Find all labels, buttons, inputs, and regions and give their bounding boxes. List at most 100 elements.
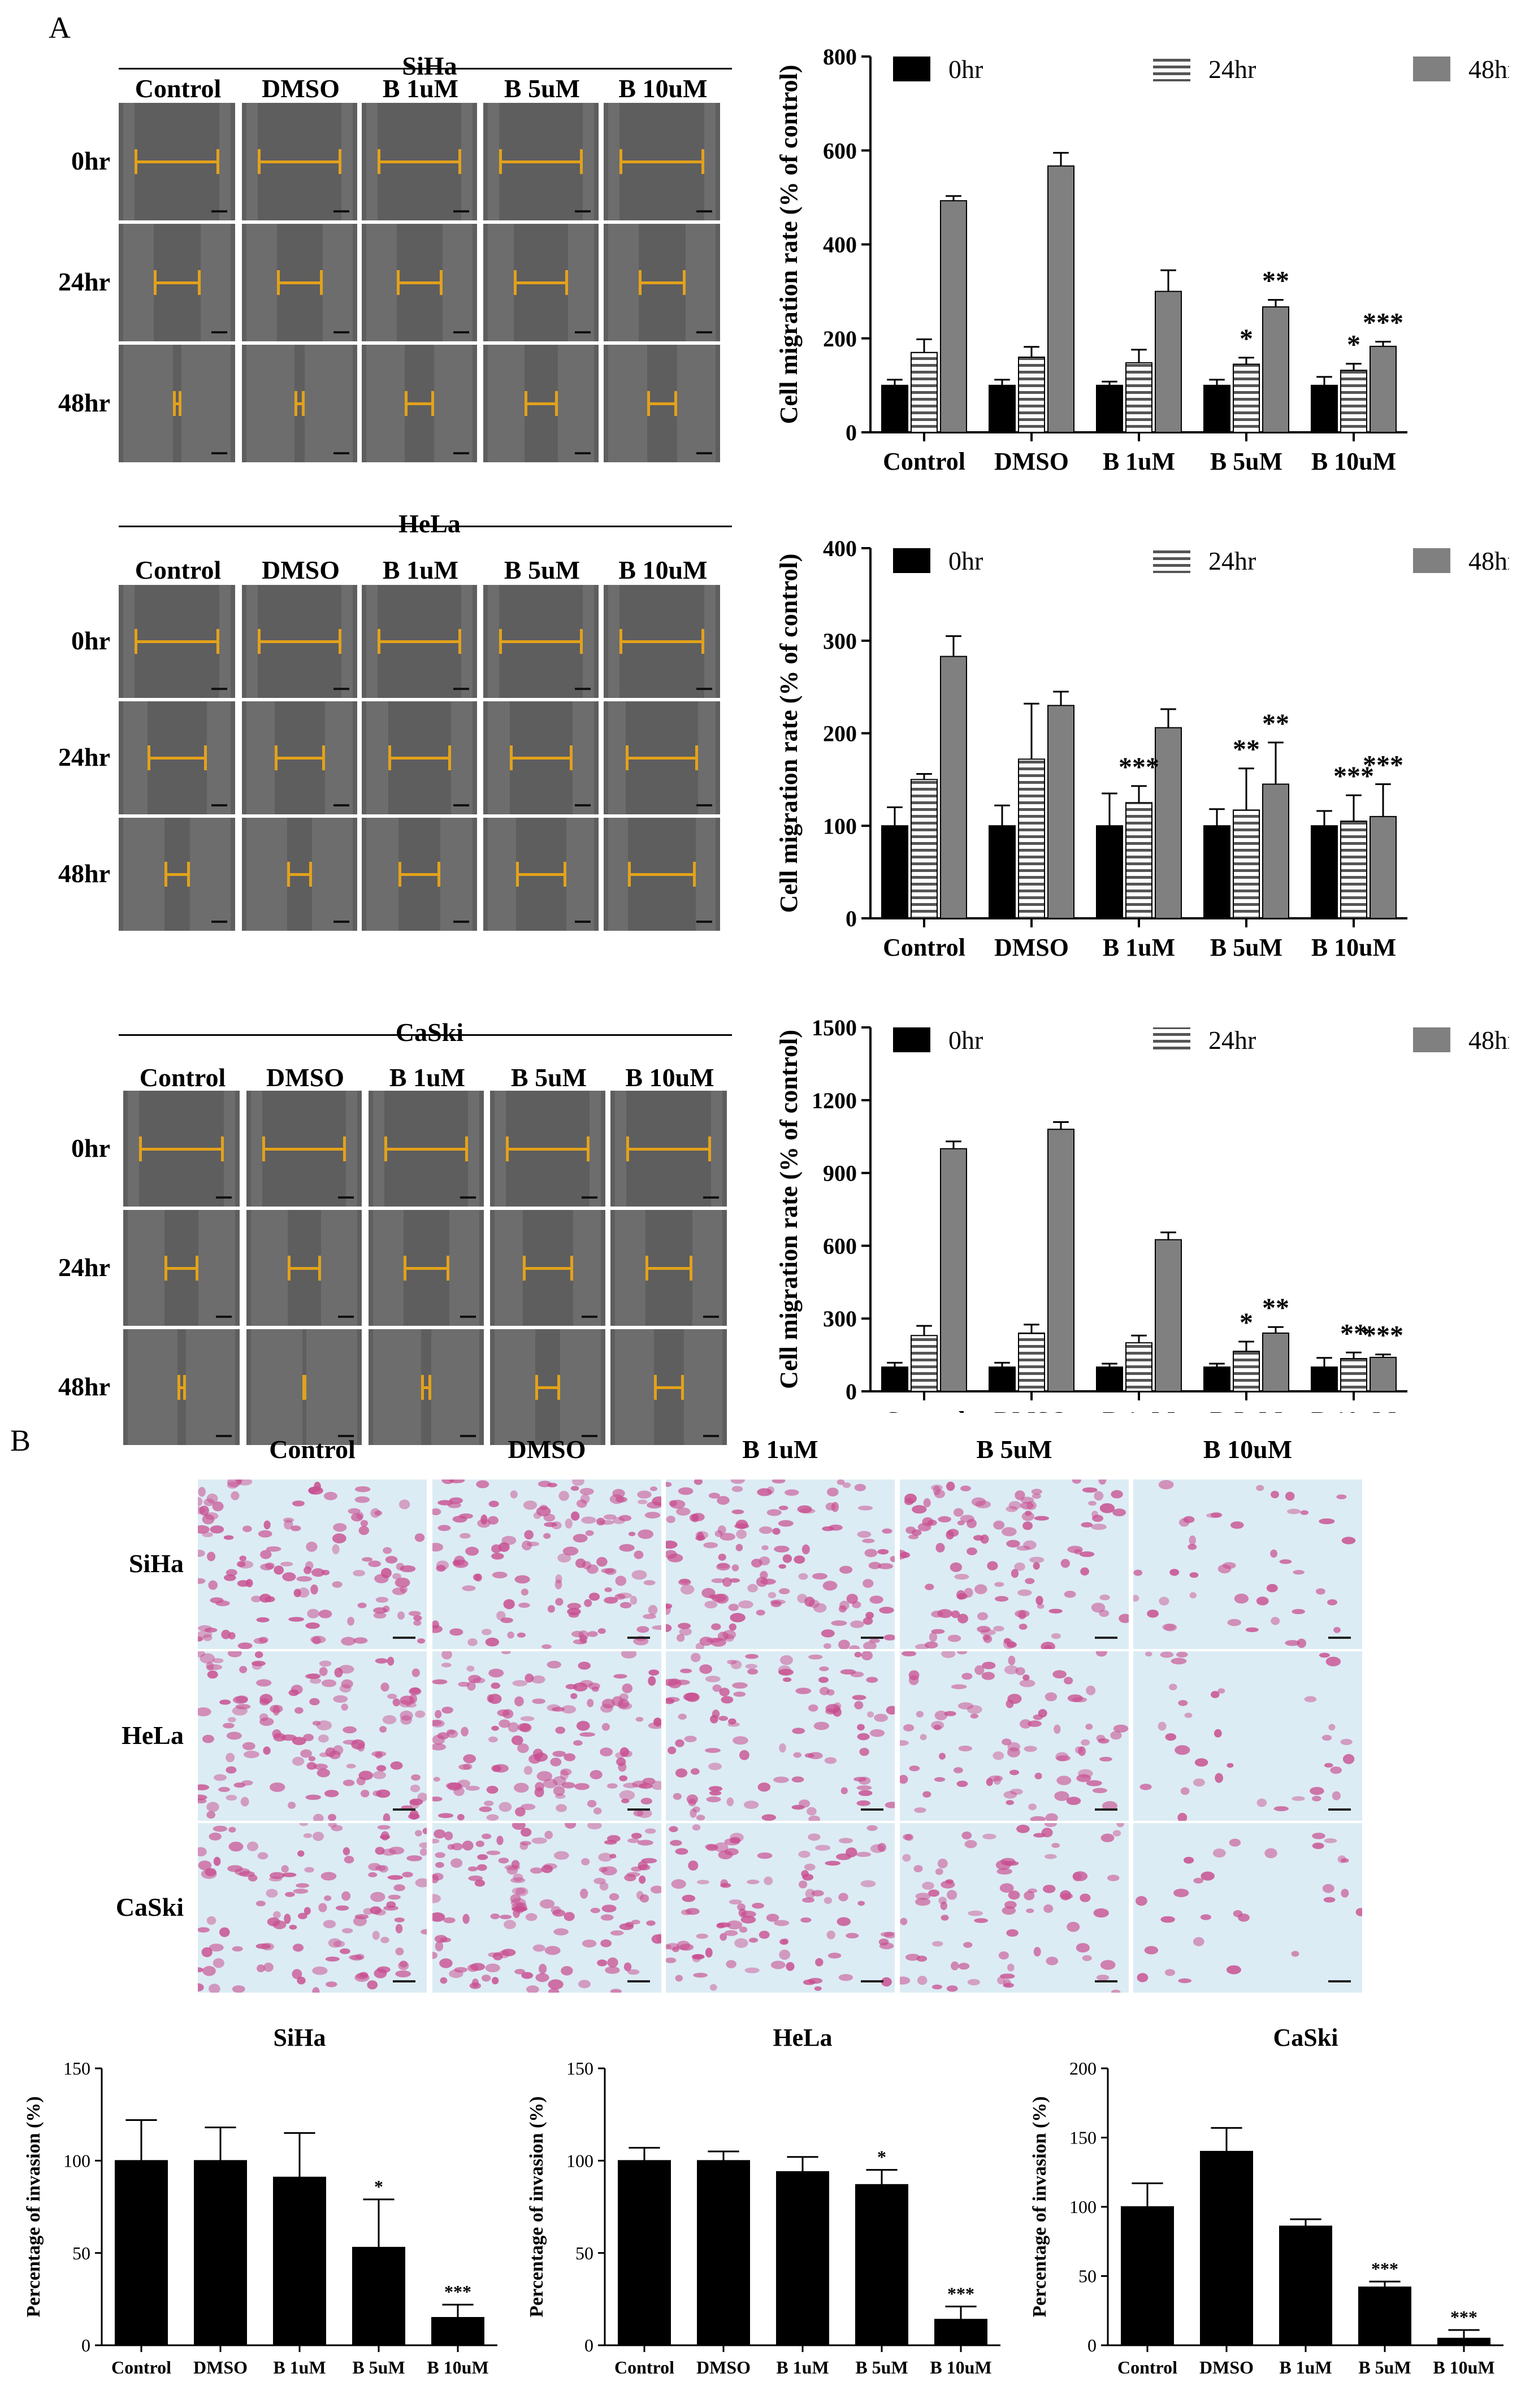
stained-cell <box>970 1713 978 1719</box>
stained-cell <box>457 1780 470 1787</box>
stained-cell <box>822 1581 838 1591</box>
stained-cell <box>1256 1798 1267 1807</box>
y-axis-label: Cell migration rate (% of control) <box>775 554 803 913</box>
cell-monolayer-left <box>373 1329 421 1445</box>
y-tick-label: 100 <box>63 2151 90 2171</box>
stained-cell <box>334 1667 343 1678</box>
wound-gap-cap <box>523 1256 526 1281</box>
significance-marker: * <box>1240 1308 1253 1338</box>
stained-cell <box>850 1620 864 1628</box>
stained-cell <box>857 1531 872 1538</box>
stained-cell <box>628 1531 636 1537</box>
stained-cell <box>857 1505 873 1511</box>
stained-cell <box>931 1611 944 1618</box>
stained-cell <box>375 1658 388 1664</box>
stained-cell <box>214 1774 227 1781</box>
wound-micrograph <box>483 103 599 220</box>
stained-cell <box>609 1893 619 1901</box>
stained-cell <box>1009 1789 1023 1795</box>
wound-gap-cap <box>645 1256 648 1281</box>
stained-cell <box>346 1764 356 1769</box>
stained-cell <box>324 1895 332 1901</box>
stained-cell <box>1003 1979 1011 1986</box>
stained-cell <box>1099 1503 1115 1513</box>
stained-cell <box>1100 1960 1116 1970</box>
invasion-col-header: B 5uM <box>976 1435 1052 1464</box>
stained-cell <box>864 1548 878 1557</box>
stained-cell <box>348 1508 361 1515</box>
stained-cell <box>804 1863 816 1871</box>
stained-cell <box>329 1750 341 1759</box>
stained-cell <box>202 1734 214 1743</box>
wound-gap-cap <box>262 1136 265 1161</box>
stained-cell <box>395 1924 403 1934</box>
stained-cell <box>251 1595 262 1603</box>
invasion-micrograph <box>900 1823 1129 1993</box>
stained-cell <box>570 1511 580 1521</box>
stained-cell <box>1032 1493 1041 1499</box>
stained-cell <box>438 1813 454 1819</box>
scale-bar <box>696 452 712 454</box>
stained-cell <box>475 1841 484 1847</box>
stained-cell <box>325 1956 340 1962</box>
cell-monolayer-left <box>608 224 639 341</box>
stained-cell <box>266 1889 278 1898</box>
stained-cell <box>310 1635 326 1644</box>
wound-gap-line <box>287 873 312 876</box>
stained-cell <box>1211 1691 1220 1698</box>
wound-gap-cap <box>135 629 137 654</box>
cell-monolayer-left <box>246 585 258 698</box>
stained-cell <box>413 1620 422 1626</box>
wound-col-header: B 1uM <box>382 556 459 584</box>
stained-cell <box>300 1749 312 1758</box>
stained-cell <box>618 1699 630 1708</box>
stained-cell <box>977 1626 991 1633</box>
stained-cell <box>673 1793 682 1800</box>
legend-label: 48hr <box>1468 55 1509 84</box>
stained-cell <box>308 1486 323 1495</box>
x-tick-label: B 1uM <box>776 2357 829 2377</box>
stained-cell <box>860 1880 876 1888</box>
stained-cell <box>520 1716 535 1721</box>
stained-cell <box>501 1535 517 1545</box>
wound-row-label: 0hr <box>71 626 110 655</box>
stained-cell <box>1217 1688 1225 1694</box>
wound-micrograph <box>119 224 235 341</box>
stained-cell <box>669 1500 677 1507</box>
stained-cell <box>931 1984 943 1990</box>
stained-cell <box>357 1743 365 1752</box>
stained-cell <box>666 1541 678 1549</box>
stained-cell <box>982 1661 996 1669</box>
bar-48hr <box>1155 290 1182 433</box>
stained-cell <box>838 1639 850 1649</box>
stained-cell <box>1078 1746 1086 1756</box>
cell-monolayer-right <box>698 701 716 814</box>
stained-cell <box>382 1849 396 1856</box>
x-tick-label: DMSO <box>994 934 1069 961</box>
y-tick-label: 150 <box>1069 2128 1097 2148</box>
stained-cell <box>727 1660 737 1664</box>
chart-title: CaSki <box>1273 2024 1338 2051</box>
stained-cell <box>587 1799 597 1808</box>
x-tick-label: B 1uM <box>1103 934 1175 961</box>
stained-cell <box>468 1875 483 1881</box>
stained-cell <box>695 1643 705 1649</box>
stained-cell <box>226 1752 235 1763</box>
stained-cell <box>636 1626 649 1633</box>
stained-cell <box>354 1914 369 1920</box>
x-tick-label: B 5uM <box>1210 448 1282 475</box>
stained-cell <box>635 1717 644 1722</box>
stained-cell <box>668 1746 677 1755</box>
wound-gap-line <box>277 281 323 284</box>
stained-cell <box>203 1498 215 1506</box>
stained-cell <box>512 1823 526 1830</box>
wound-gap-cap <box>693 862 696 887</box>
stained-cell <box>1002 1906 1016 1915</box>
stained-cell <box>937 1858 948 1869</box>
stained-cell <box>541 1865 553 1873</box>
bar-48hr <box>1047 705 1074 919</box>
stained-cell <box>198 1578 206 1584</box>
stained-cell <box>915 1893 931 1900</box>
stained-cell <box>356 1972 369 1980</box>
